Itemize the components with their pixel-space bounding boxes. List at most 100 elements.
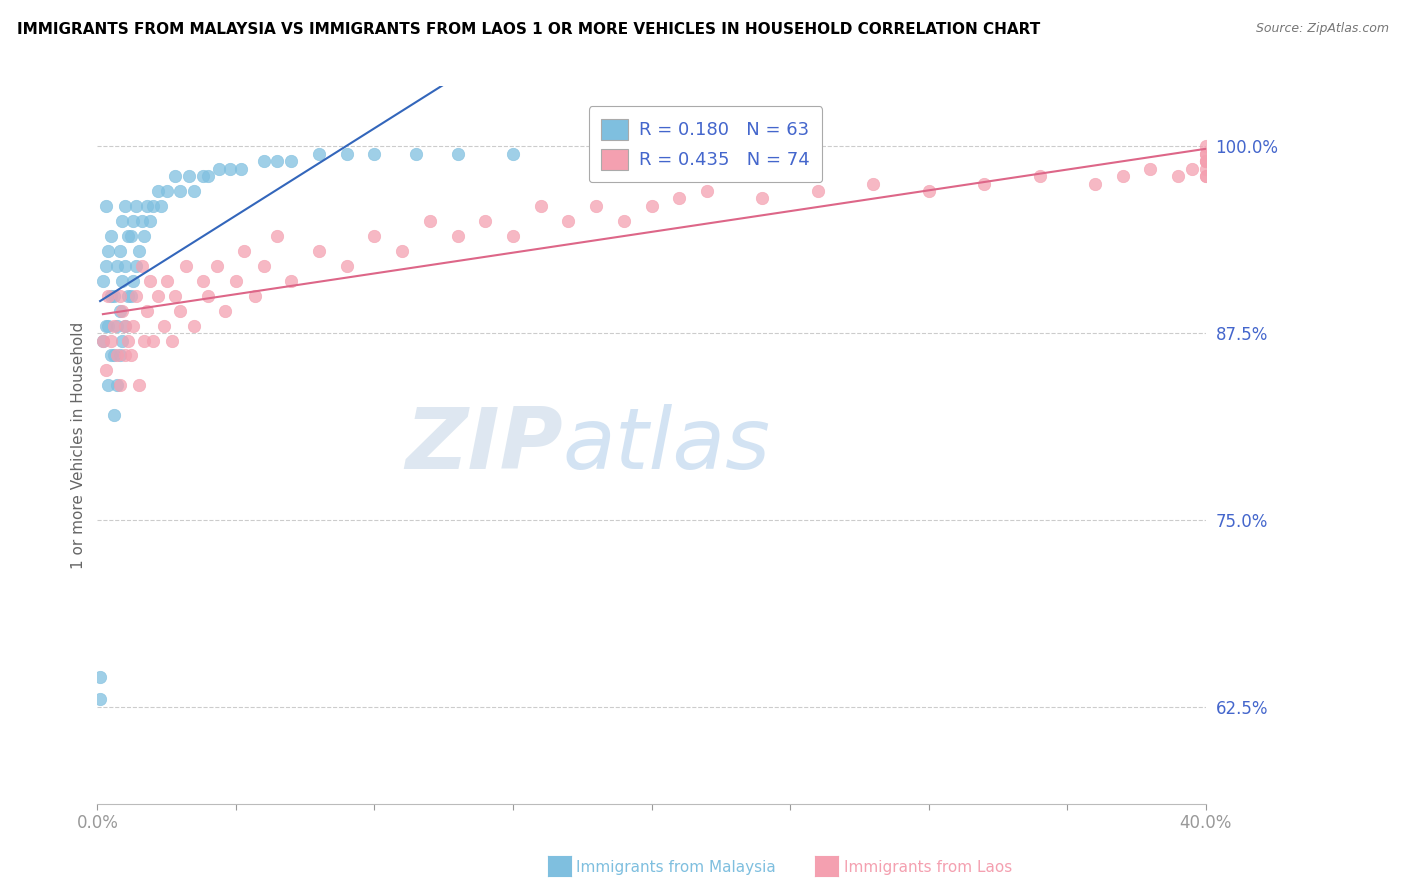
Point — [125, 288, 148, 302]
Point — [252, 259, 274, 273]
Point — [131, 214, 153, 228]
Point — [183, 318, 205, 333]
Point — [139, 214, 162, 228]
Point — [197, 288, 219, 302]
Point — [1195, 169, 1218, 183]
Point — [108, 303, 131, 318]
Point — [419, 214, 441, 228]
Point — [97, 288, 120, 302]
Point — [131, 259, 153, 273]
Point — [1139, 161, 1161, 176]
Point — [174, 259, 197, 273]
Point — [136, 199, 159, 213]
Point — [1084, 177, 1107, 191]
Point — [918, 184, 941, 198]
Point — [191, 169, 214, 183]
Point — [117, 334, 139, 348]
Point — [105, 259, 128, 273]
Point — [1195, 146, 1218, 161]
Point — [94, 318, 117, 333]
Point — [1181, 161, 1204, 176]
Point — [97, 318, 120, 333]
Point — [183, 184, 205, 198]
Point — [114, 259, 136, 273]
Point — [219, 161, 242, 176]
Point — [114, 349, 136, 363]
Point — [336, 259, 359, 273]
Point — [613, 214, 636, 228]
Point — [191, 274, 214, 288]
Point — [252, 154, 274, 169]
Point — [1195, 154, 1218, 169]
Point — [405, 146, 427, 161]
Point — [103, 288, 125, 302]
Point — [530, 199, 553, 213]
Point — [89, 692, 111, 706]
Point — [751, 192, 773, 206]
Point — [142, 199, 165, 213]
Point — [105, 318, 128, 333]
Text: Source: ZipAtlas.com: Source: ZipAtlas.com — [1256, 22, 1389, 36]
Point — [142, 334, 165, 348]
Point — [446, 228, 468, 243]
Point — [336, 146, 359, 161]
Point — [205, 259, 228, 273]
Point — [120, 228, 142, 243]
Point — [91, 274, 114, 288]
Point — [108, 378, 131, 392]
Point — [125, 259, 148, 273]
Point — [105, 378, 128, 392]
Point — [668, 192, 690, 206]
Point — [134, 334, 156, 348]
Point — [105, 349, 128, 363]
Text: ZIP: ZIP — [405, 404, 562, 487]
Point — [122, 274, 145, 288]
Point — [233, 244, 256, 258]
Point — [1028, 169, 1050, 183]
Point — [128, 378, 150, 392]
Point — [125, 199, 148, 213]
Point — [1195, 154, 1218, 169]
Point — [91, 334, 114, 348]
Point — [163, 169, 186, 183]
Point — [111, 274, 134, 288]
Point — [153, 318, 176, 333]
Point — [114, 318, 136, 333]
Point — [156, 184, 179, 198]
Point — [225, 274, 247, 288]
Point — [103, 318, 125, 333]
Point — [177, 169, 200, 183]
Point — [308, 146, 330, 161]
Point — [363, 146, 385, 161]
Point — [97, 378, 120, 392]
Point — [111, 214, 134, 228]
Point — [89, 670, 111, 684]
Point — [163, 288, 186, 302]
Point — [122, 214, 145, 228]
Point — [807, 184, 830, 198]
Text: Immigrants from Laos: Immigrants from Laos — [844, 860, 1012, 874]
Point — [136, 303, 159, 318]
Point — [111, 303, 134, 318]
Point — [208, 161, 231, 176]
Point — [114, 318, 136, 333]
Y-axis label: 1 or more Vehicles in Household: 1 or more Vehicles in Household — [72, 321, 86, 569]
Text: atlas: atlas — [562, 404, 770, 487]
Point — [280, 154, 302, 169]
Point — [1195, 154, 1218, 169]
Point — [148, 288, 170, 302]
Point — [160, 334, 183, 348]
Legend: R = 0.180   N = 63, R = 0.435   N = 74: R = 0.180 N = 63, R = 0.435 N = 74 — [589, 106, 823, 182]
Point — [128, 244, 150, 258]
Point — [97, 244, 120, 258]
Point — [111, 334, 134, 348]
Point — [120, 288, 142, 302]
Point — [114, 199, 136, 213]
Point — [134, 228, 156, 243]
Point — [474, 214, 496, 228]
Point — [108, 244, 131, 258]
Point — [502, 146, 524, 161]
Point — [1195, 161, 1218, 176]
Point — [696, 184, 718, 198]
Point — [117, 288, 139, 302]
